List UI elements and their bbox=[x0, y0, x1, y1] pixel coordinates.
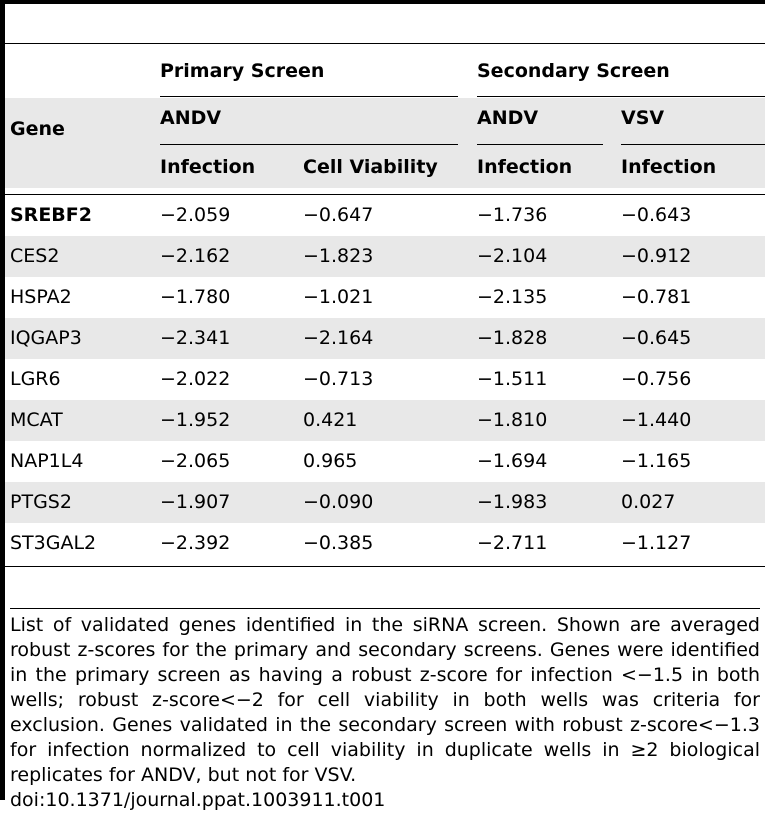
table-footer: List of validated genes identified in th… bbox=[10, 608, 760, 813]
header-secondary-vsv: VSV bbox=[621, 107, 665, 129]
primary-infection-value: −1.907 bbox=[160, 491, 231, 513]
secondary-vsv-value: −1.165 bbox=[621, 450, 692, 472]
table-row: CES2 −2.162 −1.823 −2.104 −0.912 bbox=[5, 236, 765, 277]
table-row: SREBF2 −2.059 −0.647 −1.736 −0.643 bbox=[5, 195, 765, 236]
primary-infection-value: −2.162 bbox=[160, 245, 231, 267]
secondary-andv-value: −1.828 bbox=[477, 327, 548, 349]
header-infection-primary: Infection bbox=[160, 156, 256, 178]
table-row: PTGS2 −1.907 −0.090 −1.983 0.027 bbox=[5, 482, 765, 523]
table-bottom-rule bbox=[5, 566, 765, 567]
secondary-vsv-value: −1.440 bbox=[621, 409, 692, 431]
header-primary-andv: ANDV bbox=[160, 107, 222, 129]
gene-name: ST3GAL2 bbox=[10, 532, 97, 554]
primary-infection-value: −1.952 bbox=[160, 409, 231, 431]
top-rule bbox=[0, 0, 765, 4]
primary-viability-value: −0.090 bbox=[303, 491, 374, 513]
gene-name: MCAT bbox=[10, 409, 63, 431]
primary-viability-value: −1.021 bbox=[303, 286, 374, 308]
header-bottom-rule bbox=[5, 194, 765, 195]
primary-screen-underline bbox=[160, 96, 458, 97]
secondary-vsv-value: −0.912 bbox=[621, 245, 692, 267]
primary-viability-value: −0.385 bbox=[303, 532, 374, 554]
header-secondary-screen: Secondary Screen bbox=[477, 60, 670, 82]
primary-viability-value: −0.647 bbox=[303, 204, 374, 226]
primary-viability-value: −0.713 bbox=[303, 368, 374, 390]
header-cell-viability: Cell Viability bbox=[303, 156, 438, 178]
gene-name: PTGS2 bbox=[10, 491, 72, 513]
table-row: LGR6 −2.022 −0.713 −1.511 −0.756 bbox=[5, 359, 765, 400]
primary-viability-value: 0.965 bbox=[303, 450, 358, 472]
secondary-andv-value: −1.810 bbox=[477, 409, 548, 431]
gene-name: IQGAP3 bbox=[10, 327, 82, 349]
primary-infection-value: −2.392 bbox=[160, 532, 231, 554]
secondary-vsv-underline bbox=[621, 144, 765, 145]
header-infection-secondary-andv: Infection bbox=[477, 156, 573, 178]
header-secondary-andv: ANDV bbox=[477, 107, 539, 129]
table-caption: List of validated genes identified in th… bbox=[10, 614, 760, 786]
table-row: HSPA2 −1.780 −1.021 −2.135 −0.781 bbox=[5, 277, 765, 318]
header-band bbox=[5, 98, 765, 188]
secondary-andv-value: −1.736 bbox=[477, 204, 548, 226]
secondary-vsv-value: −0.756 bbox=[621, 368, 692, 390]
secondary-andv-underline bbox=[477, 144, 603, 145]
header-infection-secondary-vsv: Infection bbox=[621, 156, 717, 178]
header-primary-screen: Primary Screen bbox=[160, 60, 325, 82]
table-row: ST3GAL2 −2.392 −0.385 −2.711 −1.127 bbox=[5, 523, 765, 564]
secondary-andv-value: −2.104 bbox=[477, 245, 548, 267]
gene-name: HSPA2 bbox=[10, 286, 72, 308]
secondary-andv-value: −1.511 bbox=[477, 368, 548, 390]
primary-infection-value: −2.059 bbox=[160, 204, 231, 226]
doi-text: doi:10.1371/journal.ppat.1003911.t001 bbox=[10, 789, 386, 811]
secondary-andv-value: −1.694 bbox=[477, 450, 548, 472]
secondary-vsv-value: 0.027 bbox=[621, 491, 676, 513]
primary-viability-value: 0.421 bbox=[303, 409, 358, 431]
primary-viability-value: −2.164 bbox=[303, 327, 374, 349]
primary-infection-value: −2.065 bbox=[160, 450, 231, 472]
primary-viability-value: −1.823 bbox=[303, 245, 374, 267]
gene-name: CES2 bbox=[10, 245, 60, 267]
primary-infection-value: −2.341 bbox=[160, 327, 231, 349]
left-border bbox=[0, 0, 5, 800]
secondary-vsv-value: −0.781 bbox=[621, 286, 692, 308]
table-row: MCAT −1.952 0.421 −1.810 −1.440 bbox=[5, 400, 765, 441]
gene-name: NAP1L4 bbox=[10, 450, 84, 472]
gene-name: SREBF2 bbox=[10, 204, 92, 226]
secondary-screen-underline bbox=[477, 96, 765, 97]
primary-infection-value: −1.780 bbox=[160, 286, 231, 308]
header-top-rule bbox=[5, 43, 765, 44]
gene-name: LGR6 bbox=[10, 368, 61, 390]
secondary-vsv-value: −1.127 bbox=[621, 532, 692, 554]
primary-infection-value: −2.022 bbox=[160, 368, 231, 390]
table-row: NAP1L4 −2.065 0.965 −1.694 −1.165 bbox=[5, 441, 765, 482]
secondary-andv-value: −2.135 bbox=[477, 286, 548, 308]
primary-andv-underline bbox=[160, 144, 458, 145]
secondary-andv-value: −1.983 bbox=[477, 491, 548, 513]
secondary-andv-value: −2.711 bbox=[477, 532, 548, 554]
secondary-vsv-value: −0.643 bbox=[621, 204, 692, 226]
header-gene: Gene bbox=[10, 118, 65, 140]
table-row: IQGAP3 −2.341 −2.164 −1.828 −0.645 bbox=[5, 318, 765, 359]
secondary-vsv-value: −0.645 bbox=[621, 327, 692, 349]
